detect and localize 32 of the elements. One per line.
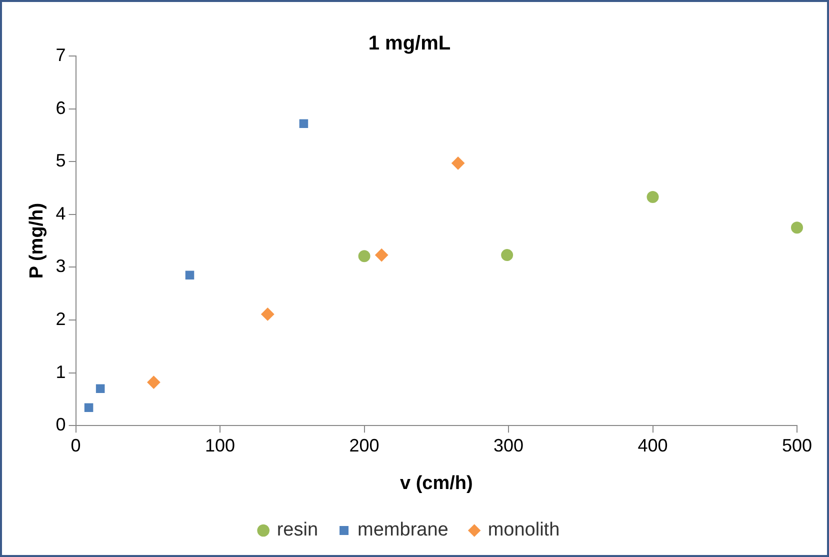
point: [375, 248, 388, 262]
point: [261, 308, 274, 321]
x-axis-title: v (cm/h): [400, 472, 473, 494]
y-tick-label: 4: [56, 203, 66, 224]
point: [185, 270, 194, 280]
y-tick-label: 6: [56, 98, 66, 118]
point: [299, 119, 308, 128]
x-tick-label: 300: [494, 435, 524, 456]
point: [84, 403, 94, 412]
y-tick-label: 2: [56, 308, 66, 329]
x-tick-label: 0: [70, 435, 81, 456]
y-tick-label: 3: [56, 256, 66, 276]
legend-label: monolith: [488, 520, 560, 541]
x-tick-label: 400: [638, 435, 668, 456]
y-tick-label: 1: [56, 362, 66, 382]
x-tick-label: 100: [205, 435, 236, 456]
chart-title: 1 mg/mL: [368, 32, 451, 55]
point: [452, 156, 465, 170]
point: [646, 190, 659, 203]
x-tick-label: 200: [349, 435, 380, 456]
point: [791, 222, 803, 234]
x-tick-label: 500: [782, 435, 812, 456]
point: [501, 249, 514, 262]
point: [96, 384, 105, 394]
legend-label: resin: [276, 520, 318, 541]
y-tick-label: 7: [56, 44, 66, 65]
point: [358, 250, 370, 262]
y-axis-title: P (mg/h): [26, 202, 48, 279]
point: [147, 376, 160, 389]
y-tick-label: 0: [56, 414, 66, 435]
y-tick-label: 5: [56, 150, 66, 171]
legend-label: membrane: [358, 520, 448, 541]
